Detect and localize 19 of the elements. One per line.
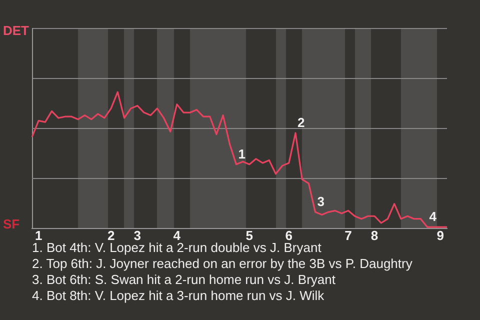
x-tick-label: 1 xyxy=(34,228,42,243)
text: 2. Top 6th: J. Joyner reached on an error by the 3B vs P. Daughtry xyxy=(32,256,412,272)
x-tick-label: 6 xyxy=(285,228,293,243)
x-tick-label: 4 xyxy=(173,228,182,243)
text: 3. Bot 6th: S. Swan hit a 2-run home run vs J. Bryant xyxy=(32,272,336,288)
text: SF xyxy=(3,216,20,232)
text: 1. Bot 4th: V. Lopez hit a 2-run double vs J. Bryant xyxy=(32,240,322,255)
annotation: 3 xyxy=(317,194,324,210)
text: 4. Bot 8th: V. Lopez hit a 3-run home run vs J. Wilk xyxy=(32,288,326,304)
annotation: 4 xyxy=(429,209,438,224)
x-tick-label: 2 xyxy=(107,228,115,243)
annotation: 1 xyxy=(238,146,246,162)
text: DET xyxy=(3,23,30,38)
x-tick-label: 9 xyxy=(436,228,444,243)
x-tick-label: 5 xyxy=(246,228,253,243)
x-tick-label: 7 xyxy=(344,228,352,243)
x-tick-label: 8 xyxy=(370,228,378,243)
x-tick-label: 3 xyxy=(134,228,142,243)
annotation: 2 xyxy=(297,115,305,130)
